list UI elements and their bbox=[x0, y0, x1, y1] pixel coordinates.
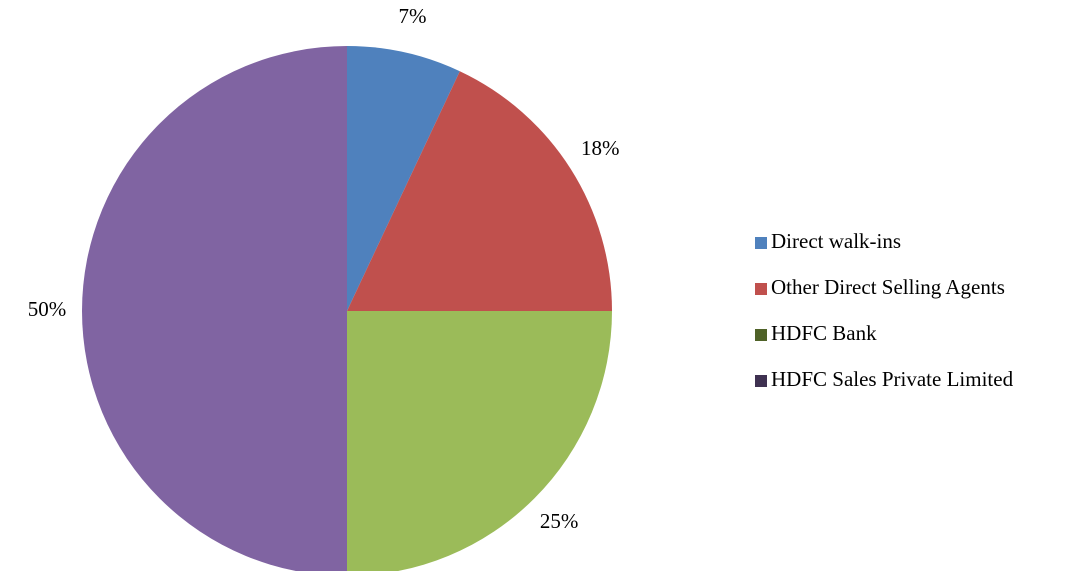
pie-slice bbox=[82, 46, 347, 571]
pie-slice bbox=[347, 311, 612, 571]
data-label: 18% bbox=[581, 136, 620, 160]
legend-label: HDFC Sales Private Limited bbox=[771, 367, 1014, 391]
data-label: 25% bbox=[540, 509, 579, 533]
legend-swatch bbox=[755, 283, 767, 295]
pie-slice bbox=[347, 71, 612, 312]
legend-label: Other Direct Selling Agents bbox=[771, 275, 1005, 299]
legend-label: Direct walk-ins bbox=[771, 229, 901, 253]
data-label: 7% bbox=[398, 4, 426, 28]
data-label: 50% bbox=[28, 297, 67, 321]
legend-swatch bbox=[755, 329, 767, 341]
pie-slice bbox=[347, 46, 460, 311]
legend-swatch bbox=[755, 375, 767, 387]
legend-label: HDFC Bank bbox=[771, 321, 877, 345]
legend-swatch bbox=[755, 237, 767, 249]
